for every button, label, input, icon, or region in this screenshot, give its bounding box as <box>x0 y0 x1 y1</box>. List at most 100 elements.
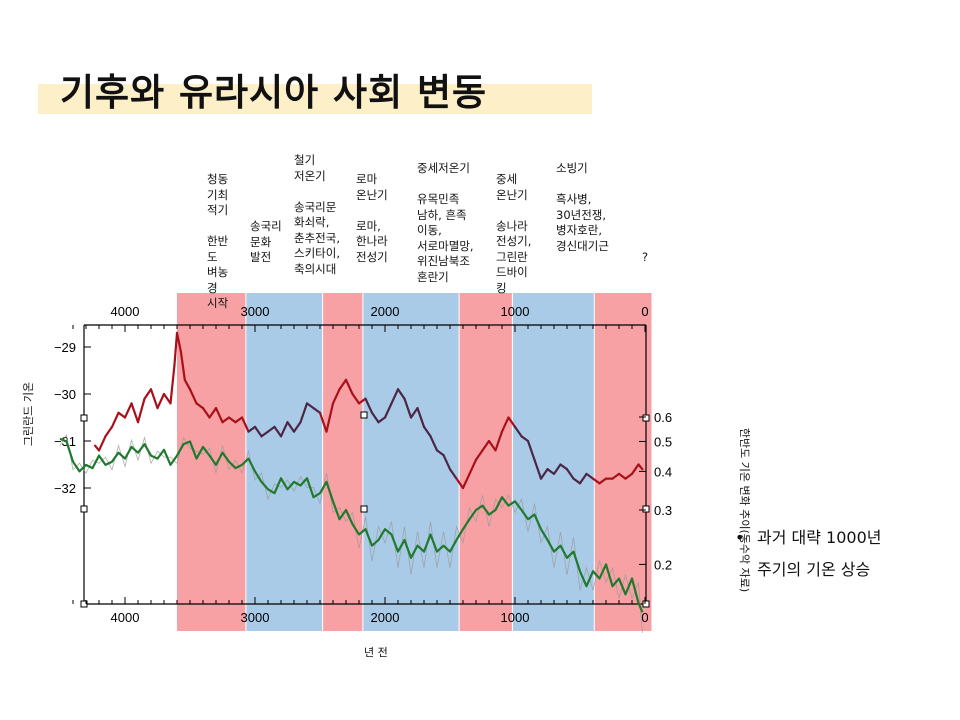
x-axis-label: 년 전 <box>364 646 388 659</box>
period-band-cold <box>245 293 323 631</box>
greenland-temperature-segment <box>188 388 198 405</box>
frame-marker <box>642 600 650 608</box>
x-tick-label-bottom: 0 <box>641 610 648 625</box>
greenland-temperature-segment <box>455 477 465 490</box>
greenland-temperature-segment <box>221 416 231 424</box>
greenland-temperature-segment <box>396 388 406 400</box>
greenland-temperature-segment <box>325 402 335 433</box>
frame-marker <box>642 414 650 422</box>
x-tick-label-top: 4000 <box>111 304 140 319</box>
greenland-temperature-segment <box>130 402 140 424</box>
period-band-warm <box>177 293 246 631</box>
x-tick-label-bottom: 4000 <box>111 610 140 625</box>
greenland-temperature-segment <box>416 407 426 428</box>
greenland-temperature-segment <box>273 425 283 438</box>
greenland-temperature-segment <box>136 397 146 424</box>
greenland-temperature-segment <box>565 468 575 480</box>
bullet-icon: • <box>735 528 745 547</box>
frame-marker <box>80 600 88 608</box>
greenland-temperature-segment <box>173 331 179 367</box>
frame-marker <box>360 411 368 419</box>
greenland-temperature-segment <box>208 407 218 419</box>
greenland-temperature-segment <box>572 477 582 485</box>
greenland-temperature-segment <box>318 411 328 433</box>
greenland-temperature-segment <box>292 421 302 433</box>
period-band-cold <box>362 293 460 631</box>
frame-marker <box>80 414 88 422</box>
greenland-temperature-segment <box>429 435 439 452</box>
frame-marker <box>360 505 368 513</box>
greenland-temperature-segment <box>487 439 497 452</box>
note-line-1: • 과거 대략 1000년 <box>735 522 882 554</box>
right-tick-label: 0.5 <box>654 434 672 449</box>
greenland-temperature-segment <box>585 472 595 480</box>
greenland-temperature-segment <box>179 350 186 381</box>
greenland-temperature-segment <box>403 397 413 419</box>
greenland-temperature-segment <box>214 407 224 424</box>
greenland-temperature-segment <box>598 477 608 485</box>
greenland-temperature-segment <box>637 463 644 471</box>
greenland-temperature-segment <box>435 449 445 457</box>
greenland-temperature-segment <box>520 435 530 443</box>
greenland-temperature-segment <box>383 402 393 419</box>
greenland-temperature-segment <box>578 472 588 485</box>
frame-marker <box>80 505 88 513</box>
period-band-warm <box>459 293 513 631</box>
greenland-temperature-segment <box>377 416 387 424</box>
greenland-temperature-segment <box>195 402 205 410</box>
greenland-temperature-segment <box>461 472 471 490</box>
greenland-temperature-segment <box>227 416 237 424</box>
x-tick-label-bottom: 3000 <box>241 610 270 625</box>
right-tick-label: 0.4 <box>654 464 672 479</box>
x-tick-label-top: 2000 <box>371 304 400 319</box>
note-line-2: 주기의 기온 상승 <box>735 554 882 586</box>
greenland-temperature-segment <box>448 468 458 480</box>
greenland-temperature-segment <box>331 388 341 405</box>
greenland-temperature-segment <box>539 468 549 480</box>
greenland-temperature-segment <box>422 425 432 438</box>
era-label-songguk: 송국리 문화 발전 <box>250 219 282 264</box>
greenland-temperature-segment <box>117 411 127 419</box>
greenland-temperature-segment <box>442 454 452 471</box>
era-label-iron-cold: 철기 저온기 송국리문 화쇠락, 춘추전국, 스키타이, 축의시대 <box>294 153 340 276</box>
greenland-temperature-segment <box>552 463 562 475</box>
greenland-temperature-segment <box>279 421 289 438</box>
greenland-temperature-segment <box>526 439 536 461</box>
greenland-temperature-segment <box>370 411 380 424</box>
frame-marker <box>642 505 650 513</box>
greenland-temperature-segment <box>247 425 257 433</box>
notes: • 과거 대략 1000년 주기의 기온 상승 <box>735 522 882 586</box>
greenland-temperature-segment <box>123 402 133 419</box>
greenland-temperature-segment <box>481 439 491 452</box>
right-tick-label: 0.2 <box>654 557 672 572</box>
greenland-temperature-segment <box>611 472 621 480</box>
x-tick-label-top: 1000 <box>501 304 530 319</box>
greenland-temperature-segment <box>234 416 244 424</box>
greenland-temperature-segment <box>364 397 374 414</box>
period-band-warm <box>594 293 652 631</box>
left-tick-label: −30 <box>54 387 76 402</box>
greenland-temperature-segment <box>240 416 250 433</box>
greenland-temperature-segment <box>266 425 276 433</box>
page-title: 기후와 유라시아 사회 변동 <box>60 71 488 114</box>
greenland-temperature-segment <box>513 425 523 438</box>
greenland-temperature-segment <box>500 416 510 433</box>
korea-raw-line <box>59 433 643 633</box>
left-tick-label: −32 <box>54 481 76 496</box>
greenland-temperature-segment <box>409 407 419 419</box>
era-label-bronze-cold: 청동 기최 적기 한반 도 벼농 경 시작 <box>207 172 229 310</box>
greenland-temperature-segment <box>357 397 367 405</box>
greenland-temperature-segment <box>338 378 348 391</box>
greenland-temperature-segment <box>591 477 601 485</box>
greenland-temperature-segment <box>390 388 400 405</box>
greenland-temperature-segment <box>110 411 120 428</box>
greenland-temperature-segment <box>169 364 176 405</box>
x-tick-label-top: 0 <box>641 304 648 319</box>
left-tick-label: −29 <box>54 340 76 355</box>
greenland-temperature-segment <box>559 463 569 471</box>
greenland-temperature-segment <box>104 425 114 438</box>
greenland-temperature-segment <box>351 392 361 405</box>
note-text-2: 주기의 기온 상승 <box>757 560 871 579</box>
greenland-temperature-segment <box>617 472 627 480</box>
